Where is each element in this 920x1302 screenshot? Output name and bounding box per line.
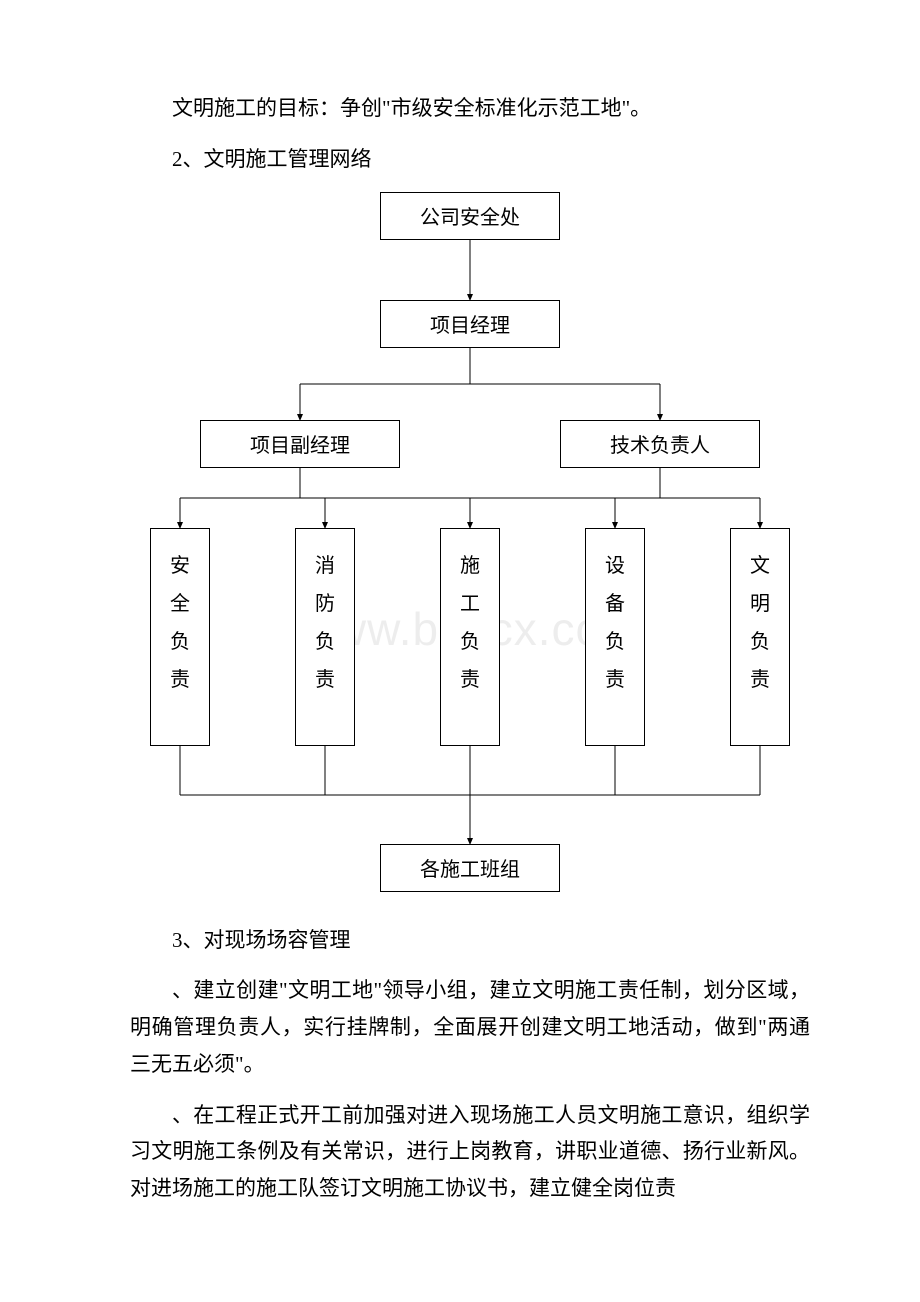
org-chart: www.bdccx.com 公司安全处项目经理项目副经理技术负责人安全负责消防负… <box>130 192 810 892</box>
node-n1: 公司安全处 <box>380 192 560 240</box>
node-n9: 文明负责 <box>730 528 790 746</box>
node-n7: 施工负责 <box>440 528 500 746</box>
paragraph-5: 、在工程正式开工前加强对进入现场施工人员文明施工意识，组织学习文明施工条例及有关… <box>130 1097 810 1207</box>
paragraph-4: 、建立创建"文明工地"领导小组，建立文明施工责任制，划分区域，明确管理负责人，实… <box>130 972 810 1082</box>
paragraph-heading-3: 3、对现场场容管理 <box>130 922 810 959</box>
paragraph-goal: 文明施工的目标：争创"市级安全标准化示范工地"。 <box>130 90 810 127</box>
node-n2: 项目经理 <box>380 300 560 348</box>
node-n10: 各施工班组 <box>380 844 560 892</box>
node-n4: 技术负责人 <box>560 420 760 468</box>
node-n6: 消防负责 <box>295 528 355 746</box>
node-n5: 安全负责 <box>150 528 210 746</box>
node-n3: 项目副经理 <box>200 420 400 468</box>
paragraph-heading-2: 2、文明施工管理网络 <box>130 141 810 178</box>
node-n8: 设备负责 <box>585 528 645 746</box>
